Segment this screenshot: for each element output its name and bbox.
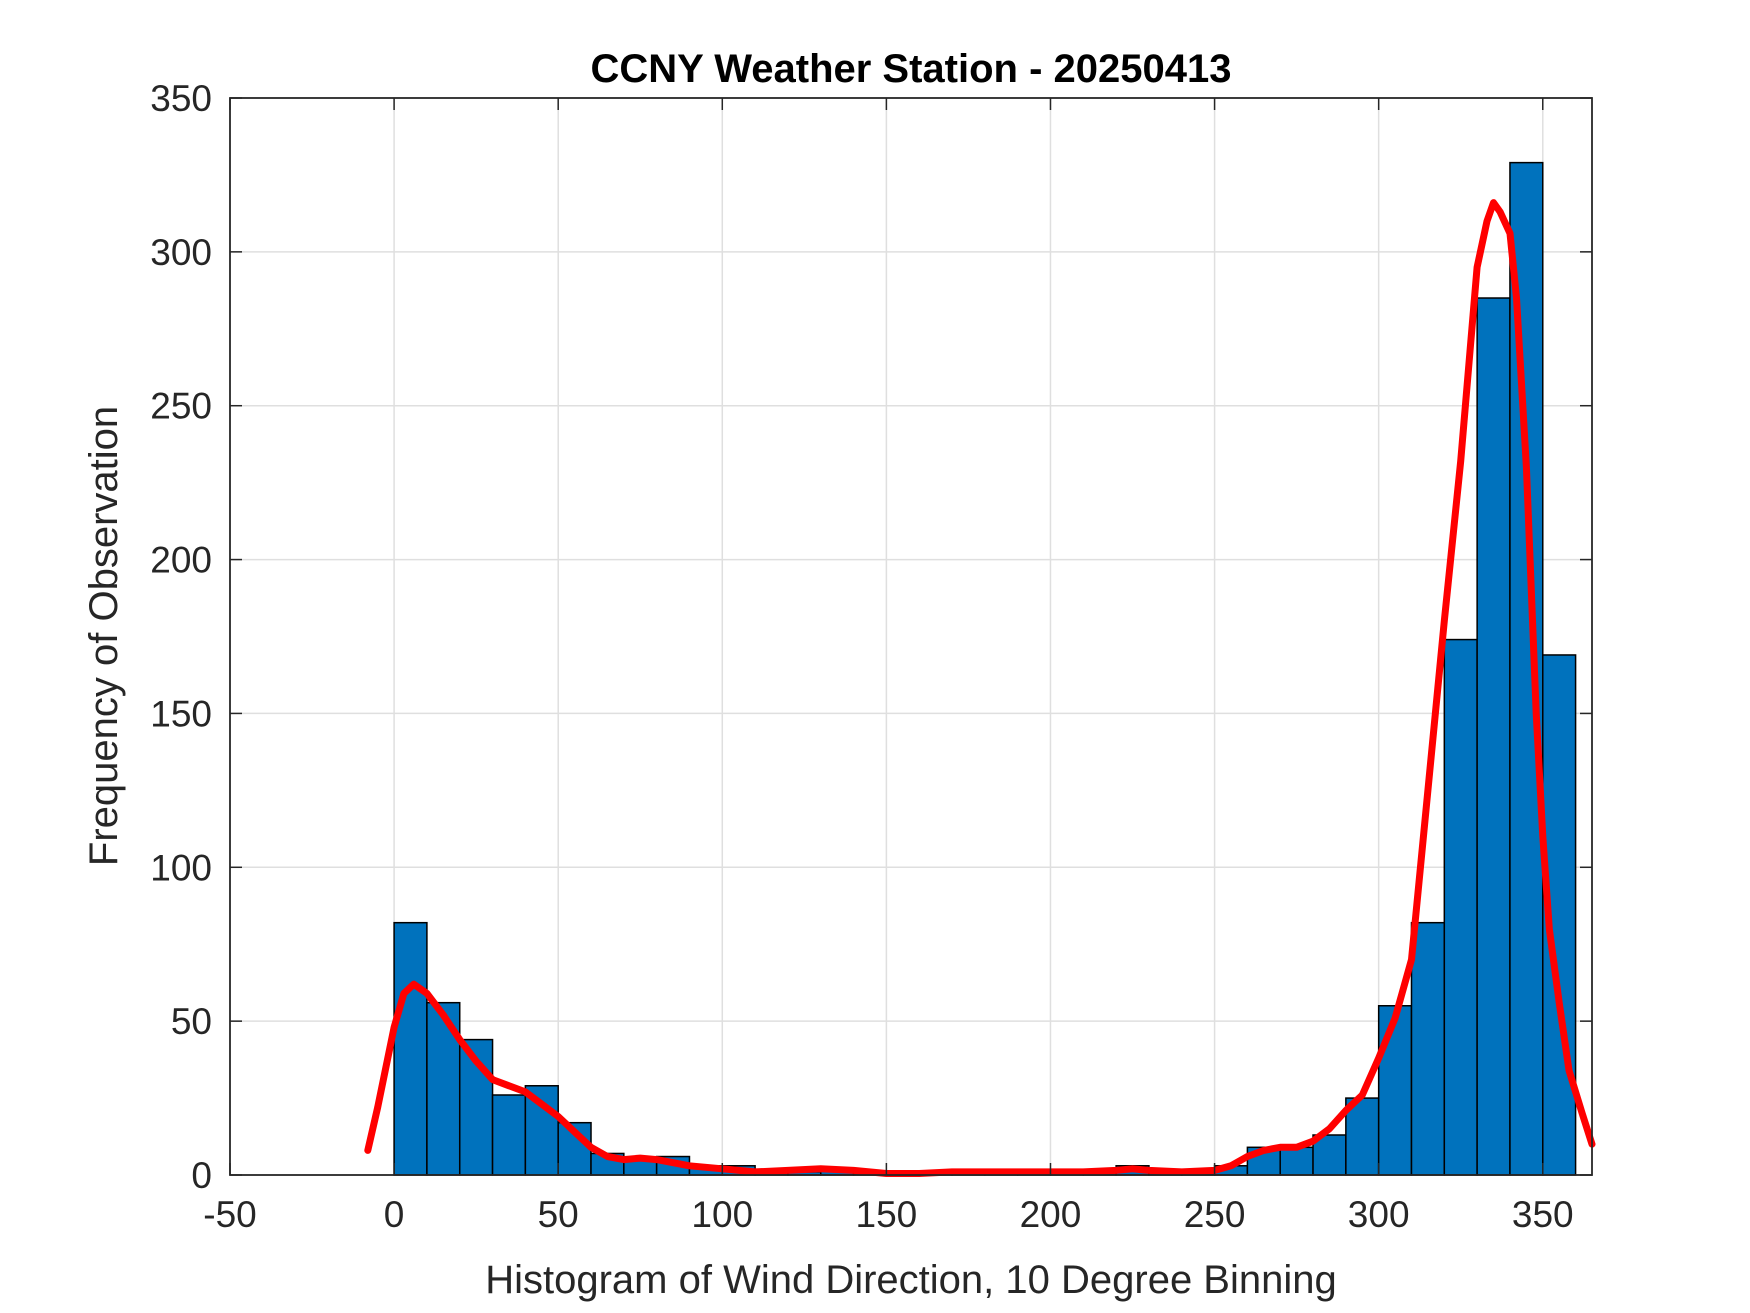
y-tick-label: 100: [150, 847, 212, 888]
y-tick-labels: 0 50 100 150 200 250 300 350: [150, 78, 212, 1196]
x-tick-label: 150: [856, 1194, 918, 1235]
histogram-bar: [1410, 921, 1446, 1176]
axis-ticks: [229, 97, 1592, 1176]
y-tick-label: 350: [150, 78, 212, 119]
x-tick-label: 350: [1512, 1194, 1574, 1235]
histogram-bar: [393, 921, 428, 1176]
x-tick-label: 200: [1020, 1194, 1082, 1235]
x-tick-label: 50: [538, 1194, 579, 1235]
y-tick-label: 150: [150, 693, 212, 734]
y-axis-label: Frequency of Observation: [82, 406, 126, 866]
histogram-bar: [1279, 1146, 1314, 1176]
density-curve: [364, 199, 1596, 1177]
y-tick-label: 50: [171, 1001, 212, 1042]
x-axis-label: Histogram of Wind Direction, 10 Degree B…: [485, 1258, 1337, 1302]
y-tick-label: 250: [150, 386, 212, 427]
x-tick-label: -50: [203, 1194, 256, 1235]
y-tick-label: 200: [150, 540, 212, 581]
x-tick-labels: -50 0 50 100 150 200 250 300 350: [203, 1194, 1573, 1235]
x-tick-label: 250: [1184, 1194, 1246, 1235]
x-tick-label: 0: [384, 1194, 405, 1235]
chart-title: CCNY Weather Station - 20250413: [591, 47, 1232, 91]
histogram-bar: [1476, 297, 1511, 1176]
y-tick-label: 300: [150, 232, 212, 273]
plot-frame: [229, 97, 1593, 1176]
y-tick-label: 0: [191, 1155, 212, 1196]
histogram-bar: [491, 1094, 527, 1176]
x-tick-label: 100: [691, 1194, 753, 1235]
histogram-bar: [1443, 638, 1478, 1176]
histogram-bar: [1377, 1005, 1413, 1176]
x-tick-label: 300: [1348, 1194, 1410, 1235]
